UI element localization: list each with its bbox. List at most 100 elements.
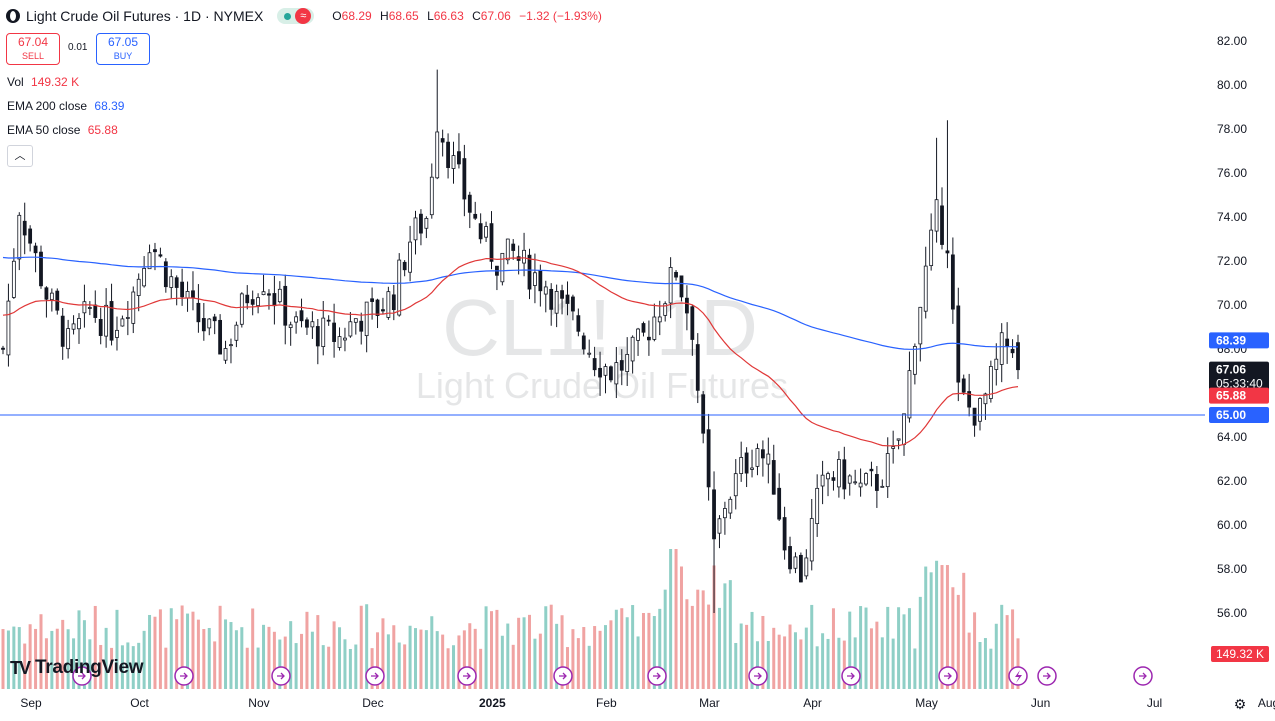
candle-body — [581, 335, 586, 350]
open-key: O — [332, 9, 342, 23]
candle-body — [874, 474, 879, 491]
volume-bar — [153, 616, 157, 689]
volume-bar — [886, 606, 890, 689]
candle-body — [185, 291, 190, 299]
arrow-right-icon — [78, 672, 86, 680]
candle-body — [565, 294, 570, 304]
ema50-legend[interactable]: EMA 50 close 65.88 — [7, 123, 118, 137]
event-markers[interactable] — [72, 666, 1153, 686]
candle-body — [820, 474, 825, 487]
moving-average-lines — [0, 256, 1205, 447]
volume-bar — [88, 639, 92, 689]
candle-body — [136, 278, 141, 296]
candle-body — [603, 366, 608, 376]
settings-icon[interactable]: ⚙ — [1233, 696, 1247, 712]
candle-body — [321, 317, 326, 347]
volume-bar — [115, 609, 119, 689]
volume-bar — [647, 612, 651, 689]
volume-bar — [224, 619, 228, 689]
candlesticks — [1, 69, 1020, 613]
volume-bar — [338, 627, 342, 689]
sell-price: 67.04 — [17, 35, 49, 49]
candle-body — [386, 291, 391, 318]
market-status-pill[interactable]: ≈ — [277, 8, 315, 24]
candle-body — [223, 348, 228, 361]
volume-bar — [978, 642, 982, 689]
candle-body — [782, 517, 787, 551]
volume-bar — [544, 606, 548, 689]
candle-body — [98, 318, 103, 336]
volume-bar — [365, 604, 369, 689]
tradingview-logo[interactable]: TV TradingView — [10, 657, 144, 679]
candle-body — [549, 288, 554, 310]
candle-body — [988, 366, 993, 399]
candle-body — [104, 304, 109, 337]
candle-body — [961, 378, 966, 393]
symbol-title[interactable]: Light Crude Oil Futures · 1D · NYMEX — [26, 8, 264, 24]
volume-label-text: 149.32 K — [1216, 647, 1264, 661]
time-axis[interactable]: SepOctNovDec2025FebMarAprMayJunJulAugSep — [20, 696, 1275, 710]
y-tick-label: 82.00 — [1217, 34, 1247, 48]
volume-bar — [723, 583, 727, 689]
candle-body — [950, 254, 955, 310]
volume-legend-name: Vol — [7, 75, 24, 89]
volume-bar — [831, 608, 835, 689]
candle-body — [744, 452, 749, 474]
volume-bar — [598, 630, 602, 689]
buy-button[interactable]: 67.05 BUY — [96, 33, 150, 65]
sell-label: SELL — [21, 51, 45, 61]
sell-button[interactable]: 67.04 SELL — [6, 33, 60, 65]
candle-body — [348, 321, 353, 337]
volume-label-bg — [1211, 646, 1269, 662]
spread-value: 0.01 — [68, 42, 88, 53]
hline-price-label-bg — [1209, 407, 1269, 423]
candle-body — [1, 347, 5, 350]
volume-bar — [636, 636, 640, 689]
change-value: −1.32 (−1.93%) — [519, 9, 602, 23]
arrow-right-icon — [277, 672, 285, 680]
volume-legend[interactable]: Vol 149.32 K — [7, 75, 79, 89]
candle-body — [826, 473, 830, 480]
volume-bar — [430, 616, 434, 689]
volume-bar — [918, 596, 922, 689]
ema200-legend[interactable]: EMA 200 close 68.39 — [7, 99, 124, 113]
volume-bar — [462, 630, 466, 689]
volume-bar — [1, 629, 5, 689]
arrow-right-icon — [754, 672, 762, 680]
candle-body — [641, 323, 646, 333]
candle-body — [701, 394, 706, 434]
candle-body — [272, 293, 277, 307]
candle-body — [804, 557, 809, 577]
volume-bar — [907, 608, 911, 689]
candle-body — [934, 199, 939, 232]
volume-bar — [522, 617, 526, 689]
volume-bar — [300, 633, 304, 689]
collapse-legend-button[interactable]: ︿ — [7, 145, 33, 167]
volume-bar — [142, 630, 146, 689]
volume-bar — [251, 608, 255, 689]
volume-bar — [658, 608, 662, 689]
volume-bar — [267, 626, 271, 689]
volume-bar — [875, 621, 879, 689]
volume-bar — [734, 642, 738, 689]
ema200-price-label-text: 68.39 — [1216, 333, 1246, 347]
candle-body — [978, 398, 982, 422]
volume-bar — [180, 605, 184, 689]
price-axis[interactable]: 82.0080.0078.0076.0074.0072.0070.0068.00… — [1217, 34, 1247, 620]
volume-bar — [783, 636, 787, 689]
watermark-name: Light Crude Oil Futures — [416, 365, 788, 406]
candle-body — [343, 337, 347, 341]
candle-body — [766, 453, 771, 465]
volume-bar — [555, 623, 559, 689]
volume-bar — [294, 643, 298, 689]
x-tick-label: Dec — [362, 696, 383, 710]
volume-bar — [82, 620, 86, 689]
candle-body — [614, 362, 619, 385]
volume-bar — [44, 638, 48, 689]
candle-body — [907, 370, 912, 419]
low-key: L — [427, 9, 434, 23]
candle-body — [733, 473, 738, 497]
volume-bar — [620, 608, 624, 689]
volume-bar — [207, 627, 211, 689]
